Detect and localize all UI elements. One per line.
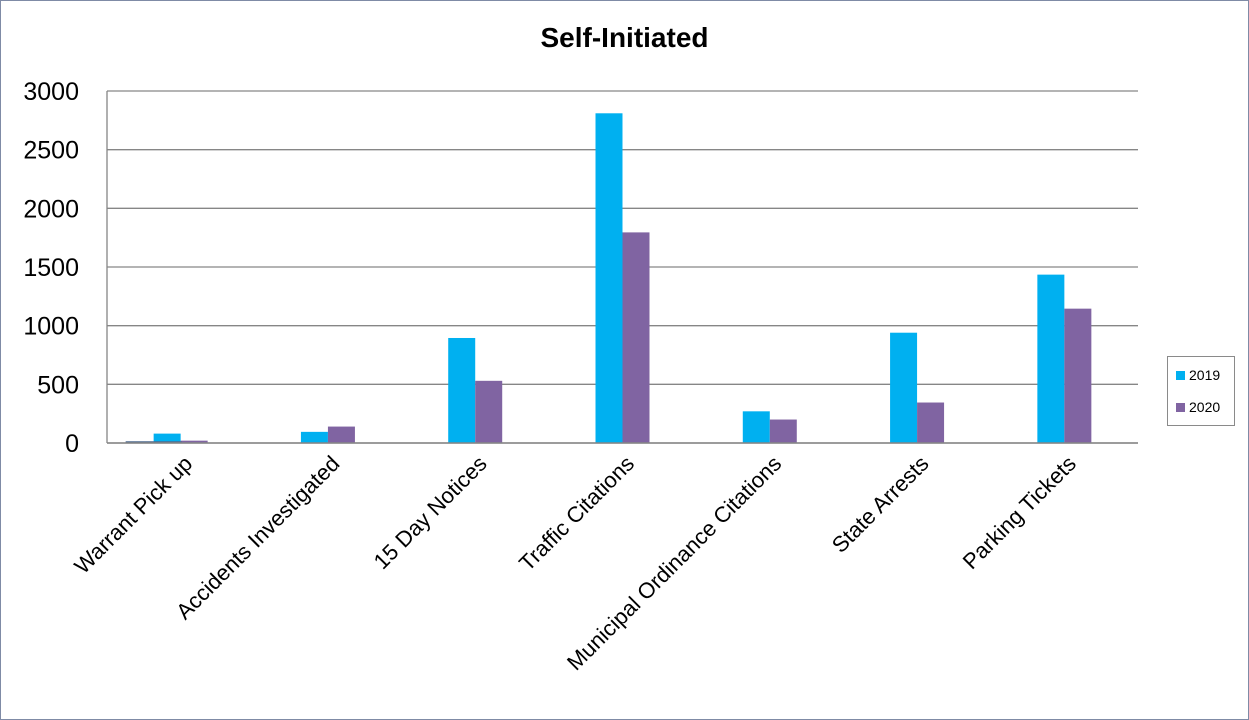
category-label-traffic-citations: Traffic Citations [514,451,639,576]
chart-title: Self-Initiated [540,22,709,53]
category-label-accidents-investigated: Accidents Investigated [171,451,344,624]
y-tick-label-2000: 2000 [23,195,79,223]
legend-swatch-2019 [1176,370,1185,380]
bar-2019-warrant-pick-up [153,433,181,443]
category-label-warrant-pick-up: Warrant Pick up [69,451,197,579]
y-tick-label-1000: 1000 [23,313,79,341]
legend-item-2020: 2020 [1176,399,1220,415]
bar-2020-parking-tickets [1064,308,1092,443]
extra-bar-0-warrant-pick-up [125,441,182,443]
category-label-state-arrests: State Arrests [827,451,934,558]
y-tick-label-500: 500 [37,371,79,399]
y-tick-label-0: 0 [65,430,79,458]
bar-2019-15-day-notices [448,337,476,443]
bar-2020-warrant-pick-up [180,440,208,443]
bar-2019-accidents-investigated [300,431,328,443]
legend-swatch-2020 [1176,402,1185,412]
legend-label-2020: 2020 [1189,399,1221,415]
legend-item-2019: 2019 [1176,367,1220,383]
bar-2020-traffic-citations [622,232,650,443]
legend-label-2019: 2019 [1189,367,1221,383]
legend: 2019 2020 [1167,356,1235,426]
bar-2019-parking-tickets [1037,274,1065,443]
bar-2020-15-day-notices [475,380,503,443]
bar-2019-traffic-citations [595,113,623,443]
bar-2020-state-arrests [917,402,945,443]
category-label-parking-tickets: Parking Tickets [958,451,1081,574]
category-label-15-day-notices: 15 Day Notices [369,451,492,574]
y-tick-label-2500: 2500 [23,137,79,165]
bar-2020-municipal-ordinance-citations [769,419,797,443]
bar-2019-state-arrests [890,332,918,443]
y-tick-label-3000: 3000 [23,78,79,106]
bar-2020-accidents-investigated [327,426,355,443]
bar-2019-municipal-ordinance-citations [742,411,770,443]
y-tick-label-1500: 1500 [23,254,79,282]
